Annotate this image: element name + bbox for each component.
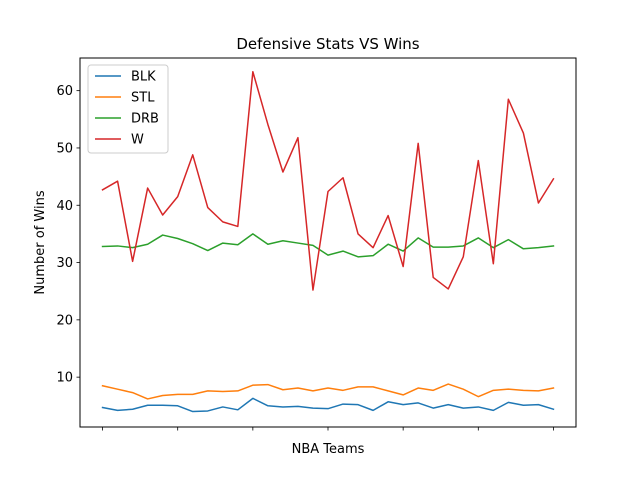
y-tick-label: 60 [56, 84, 73, 99]
y-tick-label: 50 [56, 141, 73, 156]
series-line-drb [101, 233, 555, 258]
legend-label-blk: BLK [131, 70, 156, 85]
series-line-w [101, 71, 555, 291]
legend-label-drb: DRB [131, 112, 159, 127]
chart-title: Defensive Stats VS Wins [236, 35, 419, 53]
legend-label-stl: STL [131, 91, 155, 106]
series-line-blk [101, 397, 555, 413]
legend: BLK STL DRB W [87, 64, 169, 154]
plot-area [101, 71, 555, 413]
y-tick-label: 10 [56, 371, 73, 386]
y-tick-label: 20 [56, 313, 73, 328]
y-axis-label: Number of Wins [33, 190, 48, 294]
y-axis: 10 20 30 40 50 60 [56, 84, 80, 386]
series-line-stl [101, 383, 555, 400]
y-tick-label: 40 [56, 199, 73, 214]
x-axis-label: NBA Teams [292, 442, 365, 457]
legend-box [87, 64, 169, 154]
x-axis [102, 427, 554, 431]
legend-label-w: W [131, 133, 144, 148]
y-tick-label: 30 [56, 256, 73, 271]
